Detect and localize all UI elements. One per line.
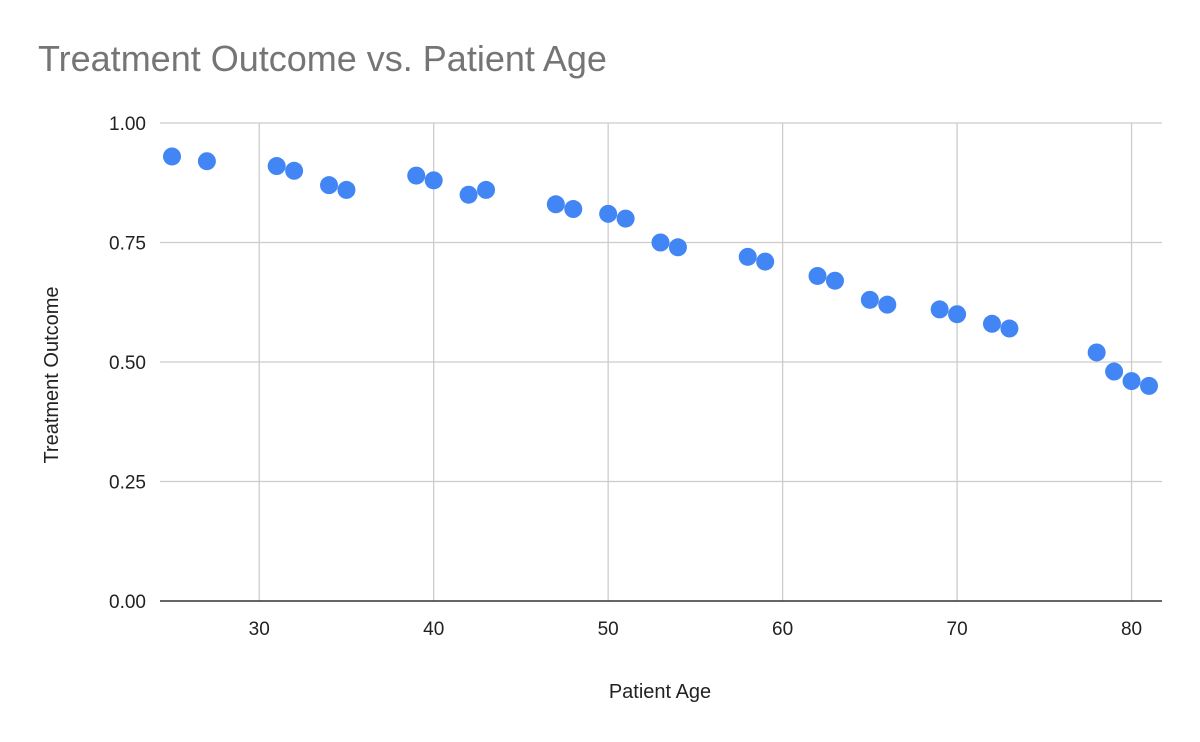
data-point — [756, 252, 775, 271]
data-point — [407, 166, 426, 185]
data-point — [651, 233, 670, 252]
data-point — [424, 171, 443, 190]
x-axis-title: Patient Age — [609, 681, 711, 703]
data-point — [459, 185, 478, 204]
y-tick-label: 0.75 — [109, 234, 146, 255]
chart-title: Treatment Outcome vs. Patient Age — [38, 38, 607, 79]
data-point — [564, 200, 583, 219]
data-point — [1140, 376, 1158, 395]
data-point — [808, 266, 827, 285]
data-point — [197, 152, 216, 171]
data-point — [668, 238, 687, 257]
x-tick-label: 50 — [598, 619, 619, 640]
data-point — [546, 195, 565, 214]
data-point — [599, 204, 618, 223]
data-points — [163, 147, 1158, 395]
data-point — [477, 180, 496, 199]
grid-lines — [160, 122, 1162, 601]
data-point — [1122, 372, 1141, 391]
data-point — [860, 290, 879, 309]
data-point — [878, 295, 897, 314]
data-point — [616, 209, 635, 228]
data-point — [267, 157, 286, 176]
data-point — [930, 300, 949, 319]
y-tick-label: 1.00 — [109, 114, 146, 135]
x-tick-label: 80 — [1121, 619, 1142, 640]
x-tick-label: 30 — [249, 619, 270, 640]
data-point — [982, 314, 1001, 333]
data-point — [948, 305, 967, 324]
x-tick-labels: 30 40 50 60 70 80 — [249, 619, 1142, 640]
data-point — [163, 147, 181, 166]
y-tick-labels: 0.00 0.25 0.50 0.75 1.00 — [109, 114, 146, 613]
y-axis-title: Treatment Outcome — [41, 286, 63, 463]
x-tick-label: 70 — [947, 619, 968, 640]
data-point — [825, 271, 844, 290]
data-point — [285, 161, 304, 180]
data-point — [337, 180, 356, 199]
data-point — [1087, 343, 1106, 362]
data-point — [738, 247, 757, 266]
data-point — [1000, 319, 1019, 338]
y-tick-label: 0.50 — [109, 353, 146, 374]
data-point — [320, 176, 339, 195]
y-tick-label: 0.00 — [109, 592, 146, 613]
x-tick-label: 60 — [772, 619, 793, 640]
x-tick-label: 40 — [423, 619, 444, 640]
data-point — [1105, 362, 1124, 381]
y-tick-label: 0.25 — [109, 473, 146, 494]
